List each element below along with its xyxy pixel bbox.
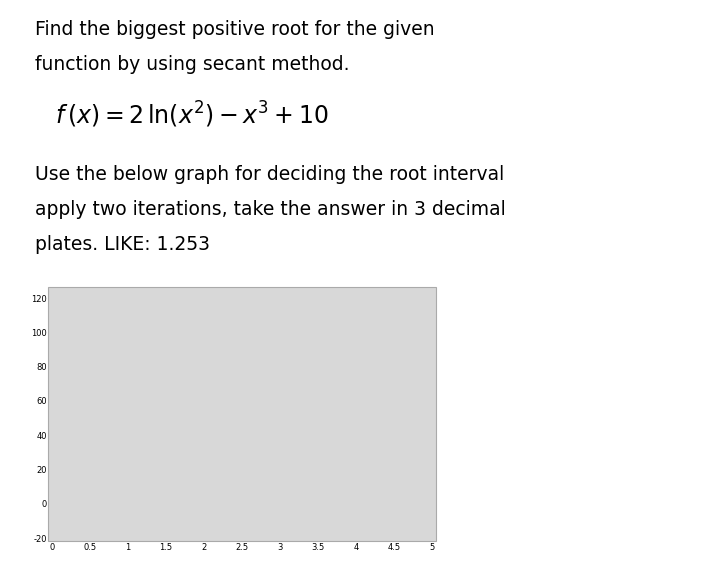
Text: Find the biggest positive root for the given: Find the biggest positive root for the g… [35, 20, 435, 39]
Text: plates. LIKE: 1.253: plates. LIKE: 1.253 [35, 235, 210, 254]
Text: Use the below graph for deciding the root interval: Use the below graph for deciding the roo… [35, 165, 504, 184]
Text: apply two iterations, take the answer in 3 decimal: apply two iterations, take the answer in… [35, 200, 505, 219]
Text: $f\,(x) = 2\,\mathrm{ln}(x^2) - x^3 + 10$: $f\,(x) = 2\,\mathrm{ln}(x^2) - x^3 + 10… [55, 100, 328, 130]
Text: function by using secant method.: function by using secant method. [35, 55, 349, 74]
